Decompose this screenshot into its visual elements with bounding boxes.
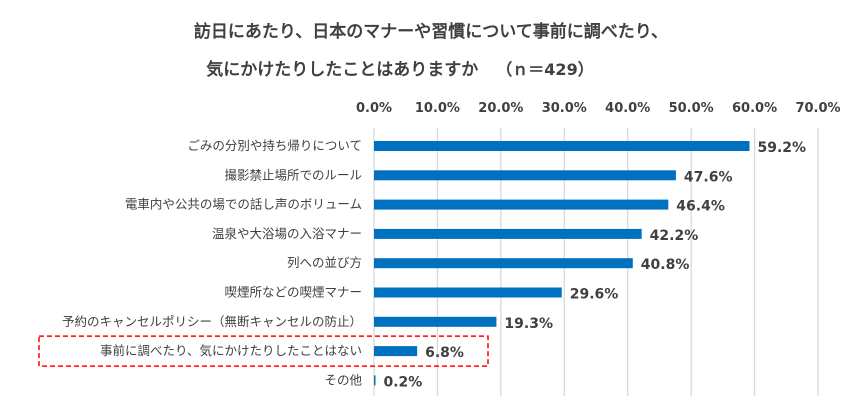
data-label: 42.2% [650,228,699,244]
sample-size: （ｎ＝429） [496,60,593,79]
bar [374,316,497,327]
category-label: 列への並び方 [287,255,362,270]
chart-title-line2: 気にかけたりしたことはありますか （ｎ＝429） [205,59,593,80]
bar [374,141,750,151]
x-tick-label: 10.0% [415,101,460,116]
data-label: 0.2% [384,374,423,390]
data-label: 40.8% [641,257,690,273]
category-label: 温泉や大浴場の入浴マナー [212,226,362,241]
x-tick-label: 30.0% [542,101,587,116]
data-label: 46.4% [676,199,725,215]
x-tick-label: 40.0% [605,101,650,116]
bar [374,375,376,386]
bar [374,199,669,210]
data-label: 47.6% [684,169,733,185]
x-tick-label: 0.0% [356,101,392,116]
bar [374,346,418,357]
bar [374,170,676,181]
data-label: 29.6% [570,287,619,303]
category-label: ごみの分別や持ち帰りについて [187,138,362,153]
chart-title-line1: 訪日にあたり、日本のマナーや習慣について事前に調べたり、 [194,21,668,42]
category-label: 事前に調べたり、気にかけたりしたことはない [100,343,362,358]
category-label: その他 [324,372,362,387]
highlight-box [38,335,489,367]
bar [374,228,642,239]
x-tick-label: 20.0% [478,101,523,116]
x-tick-label: 70.0% [795,101,840,116]
category-label: 予約のキャンセルポリシー（無断キャンセルの防止） [62,314,362,329]
category-label: 撮影禁止場所でのルール [224,167,362,182]
x-tick-label: 60.0% [732,101,777,116]
chart-title-line2-text: 気にかけたりしたことはありますか [205,59,478,80]
category-label: 電車内や公共の場での話し声のボリューム [125,197,362,212]
data-label: 59.2% [757,140,806,156]
x-tick-label: 50.0% [669,101,714,116]
bar [374,258,633,269]
bar [374,287,562,298]
data-label: 19.3% [504,316,553,332]
data-label: 6.8% [425,345,464,361]
category-label: 喫煙所などの喫煙マナー [224,285,362,300]
